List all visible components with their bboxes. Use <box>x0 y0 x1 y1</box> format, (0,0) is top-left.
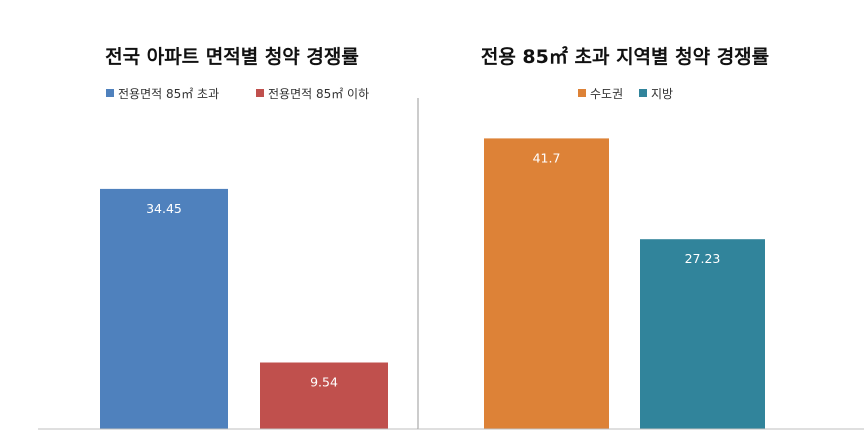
chart-left-bars <box>100 188 388 429</box>
chart-right-bars <box>484 138 765 429</box>
legend-swatch <box>256 89 264 97</box>
chart-right: 전용 85㎡ 초과 지역별 청약 경쟁률 수도권 지방 41.7 27.23 <box>418 45 864 430</box>
chart-left-value-labels: 34.45 9.54 <box>146 201 338 390</box>
bar-value-label: 9.54 <box>310 375 338 390</box>
bar-left-0 <box>100 188 228 429</box>
chart-left-title: 전국 아파트 면적별 청약 경쟁률 <box>105 46 359 68</box>
legend-label: 지방 <box>651 87 673 101</box>
legend-label: 전용면적 85㎡ 초과 <box>118 87 219 101</box>
legend-label: 전용면적 85㎡ 이하 <box>268 87 369 101</box>
bar-value-label: 27.23 <box>685 251 721 266</box>
bar-left-1 <box>260 362 388 429</box>
legend-label: 수도권 <box>590 87 623 101</box>
legend-swatch <box>578 89 586 97</box>
bar-right-1 <box>640 239 765 429</box>
chart-right-title: 전용 85㎡ 초과 지역별 청약 경쟁률 <box>481 45 769 68</box>
chart-right-value-labels: 41.7 27.23 <box>533 150 721 266</box>
bar-right-0 <box>484 138 609 429</box>
chart-left: 전국 아파트 면적별 청약 경쟁률 전용면적 85㎡ 초과 전용면적 85㎡ 이… <box>38 46 418 430</box>
bar-value-label: 34.45 <box>146 201 182 216</box>
chart-right-legend: 수도권 지방 <box>578 87 673 101</box>
bar-value-label: 41.7 <box>533 150 561 165</box>
legend-swatch <box>639 89 647 97</box>
chart-left-legend: 전용면적 85㎡ 초과 전용면적 85㎡ 이하 <box>106 87 369 101</box>
legend-swatch <box>106 89 114 97</box>
